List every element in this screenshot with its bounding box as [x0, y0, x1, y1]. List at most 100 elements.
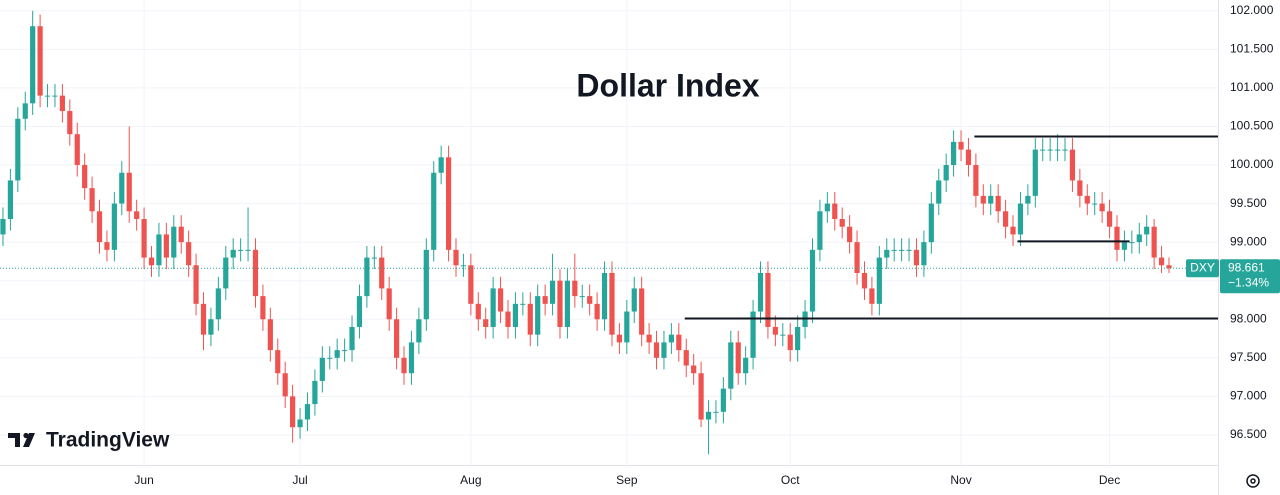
gear[interactable] — [1246, 474, 1260, 488]
candle-body — [483, 319, 489, 327]
candle-body — [861, 272, 868, 289]
candle-body — [1017, 203, 1024, 235]
candle-body — [1054, 149, 1061, 151]
candle-body — [342, 350, 348, 352]
candle-body — [148, 257, 155, 266]
candle-body — [713, 411, 719, 413]
candle-body — [891, 249, 897, 251]
candle-body — [163, 234, 169, 258]
candle-body — [705, 411, 712, 420]
logo-mark — [23, 432, 29, 439]
candle-body — [1084, 195, 1090, 204]
candle-body — [943, 165, 949, 181]
candle-body — [1002, 211, 1009, 227]
candle-body — [393, 319, 400, 358]
candle-body — [906, 249, 912, 251]
candle-body — [594, 303, 600, 320]
candle-body — [423, 249, 429, 320]
candle-body — [401, 357, 407, 374]
grid — [0, 0, 1218, 465]
candle-body — [1151, 226, 1157, 258]
candle-body — [312, 380, 318, 405]
candle-body — [1166, 265, 1172, 269]
candle-body — [505, 311, 511, 327]
candle-body — [497, 288, 504, 312]
price-tag-box — [1220, 259, 1280, 294]
candle-body — [735, 342, 741, 374]
chart-title: Dollar Index — [576, 67, 759, 103]
candle-body — [535, 296, 541, 335]
price-change: −1.34% — [1228, 275, 1269, 289]
candle-body — [460, 265, 467, 267]
candle-body — [67, 111, 73, 135]
y-tick-label: 97.000 — [1230, 389, 1267, 403]
candle-body — [757, 272, 764, 312]
candle-body — [134, 211, 140, 220]
candle-body — [527, 303, 533, 335]
candle-body — [928, 203, 934, 243]
candle-body — [854, 242, 860, 273]
candle-body — [720, 388, 726, 412]
candle-body — [691, 365, 697, 374]
candle-body — [936, 180, 942, 204]
candle-body — [44, 95, 51, 97]
candle-body — [646, 334, 652, 343]
candle-body — [186, 242, 192, 266]
gear-hub[interactable] — [1250, 478, 1256, 484]
logo-mark — [8, 433, 20, 447]
candle-body — [951, 141, 957, 166]
candle-body — [215, 288, 221, 320]
candle-body — [52, 95, 58, 97]
candle-body — [468, 265, 474, 304]
y-tick-label: 100.500 — [1230, 119, 1274, 133]
candle-body — [683, 350, 689, 366]
y-tick-label: 97.500 — [1230, 350, 1267, 364]
candle-body — [1040, 149, 1046, 151]
candle-body — [601, 272, 608, 320]
candle-body — [156, 234, 162, 266]
candle-body — [282, 373, 288, 397]
candle-body — [1062, 149, 1068, 151]
candle-body — [765, 272, 771, 327]
candle-body — [438, 157, 444, 173]
candle-body — [1077, 180, 1083, 196]
candle-body — [252, 249, 259, 297]
settings-icon[interactable] — [1246, 474, 1260, 488]
y-tick-label: 96.500 — [1230, 427, 1267, 441]
candle-body — [661, 342, 667, 358]
candle-body — [119, 172, 125, 204]
logo-mark — [23, 433, 35, 447]
candle-body — [0, 219, 6, 235]
candle-body — [832, 203, 838, 220]
candle-body — [728, 342, 734, 389]
candle-body — [616, 334, 622, 343]
candle-body — [223, 257, 229, 289]
candle-body — [364, 257, 370, 297]
candle-body — [290, 396, 296, 428]
candle-body — [772, 326, 778, 335]
candle-body — [1025, 195, 1031, 204]
candle-body — [1158, 257, 1165, 266]
y-tick-label: 99.000 — [1230, 234, 1267, 248]
candle-body — [208, 319, 214, 335]
candle-body — [1092, 203, 1098, 205]
candle-body — [59, 95, 65, 112]
candle-body — [238, 249, 244, 251]
candle-body — [750, 311, 756, 358]
candle-body — [304, 404, 311, 420]
candle-body — [824, 203, 830, 212]
candle-body — [847, 226, 853, 243]
candle-body — [7, 180, 13, 220]
candle-body — [817, 211, 823, 250]
x-tick-label: Jun — [134, 473, 153, 487]
candle-body — [795, 326, 801, 351]
x-tick-label: Nov — [950, 473, 971, 487]
candle-body — [1121, 242, 1128, 250]
candle-body — [453, 249, 459, 266]
candle-body — [37, 26, 43, 96]
candle-body — [564, 280, 571, 327]
candle-body — [111, 203, 117, 250]
candle-body — [1099, 203, 1105, 212]
candle-body — [445, 157, 452, 250]
